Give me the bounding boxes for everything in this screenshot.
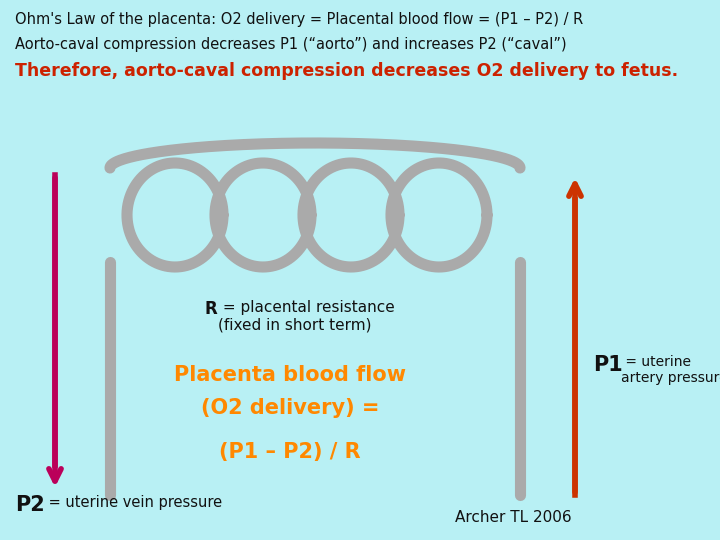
Text: R: R bbox=[205, 300, 217, 318]
Text: P1: P1 bbox=[593, 355, 623, 375]
Text: (P1 – P2) / R: (P1 – P2) / R bbox=[219, 442, 361, 462]
Text: Therefore, aorto-caval compression decreases O2 delivery to fetus.: Therefore, aorto-caval compression decre… bbox=[15, 62, 678, 80]
Text: Placenta blood flow: Placenta blood flow bbox=[174, 365, 406, 385]
Text: Ohm's Law of the placenta: O2 delivery = Placental blood flow = (P1 – P2) / R: Ohm's Law of the placenta: O2 delivery =… bbox=[15, 12, 583, 27]
Text: = uterine
artery pressure: = uterine artery pressure bbox=[621, 355, 720, 385]
Text: Aorto-caval compression decreases P1 (“aorto”) and increases P2 (“caval”): Aorto-caval compression decreases P1 (“a… bbox=[15, 37, 567, 52]
Text: P2: P2 bbox=[15, 495, 45, 515]
Text: = uterine vein pressure: = uterine vein pressure bbox=[44, 495, 222, 510]
Text: (O2 delivery) =: (O2 delivery) = bbox=[201, 398, 379, 418]
Text: = placental resistance
(fixed in short term): = placental resistance (fixed in short t… bbox=[218, 300, 395, 333]
Text: Archer TL 2006: Archer TL 2006 bbox=[455, 510, 572, 525]
